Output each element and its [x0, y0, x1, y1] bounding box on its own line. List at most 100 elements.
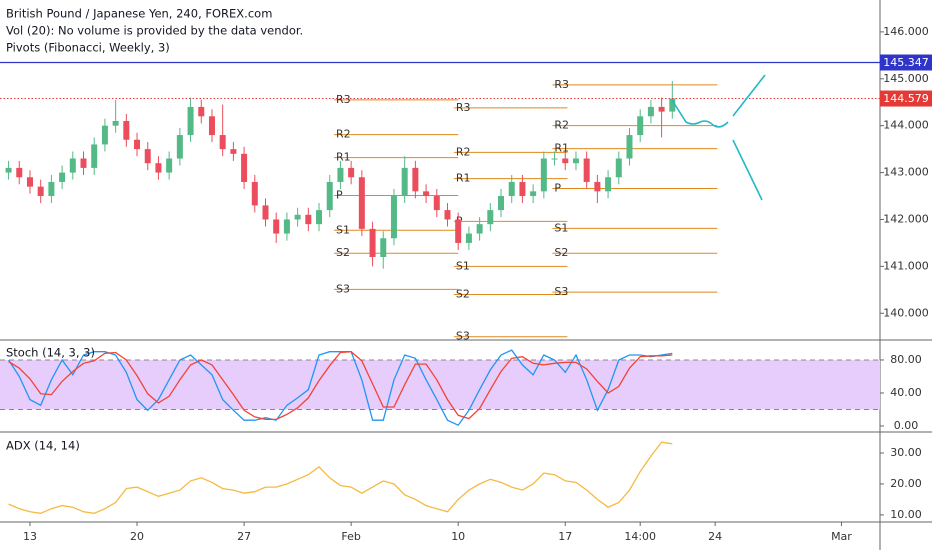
indicator-label: Stoch (14, 3, 3): [6, 346, 95, 360]
pivot-label: S3: [336, 282, 350, 295]
pivot-label: S1: [456, 259, 470, 272]
series-line: [8, 441, 673, 514]
candle-body: [5, 167, 12, 173]
x-tick-label: 14:00: [624, 530, 656, 543]
y-tick-label: 10.00: [890, 508, 922, 521]
candle-body: [615, 158, 622, 178]
candle-body: [316, 210, 323, 225]
candle-body: [251, 181, 258, 206]
candle-body: [358, 177, 365, 229]
x-tick-label: 24: [708, 530, 722, 543]
candle-body: [605, 177, 612, 192]
y-tick-label: 144.000: [883, 119, 929, 132]
price-label-box: [880, 90, 932, 107]
y-tick-label: 145.000: [883, 72, 929, 85]
candle-body: [155, 163, 162, 173]
price-label: 144.579: [883, 92, 929, 105]
candle-body: [562, 158, 569, 164]
candle-body: [669, 98, 676, 112]
candle-body: [487, 210, 494, 225]
y-tick-label: 80.00: [890, 353, 922, 366]
candle-body: [273, 219, 280, 234]
pivot-label: S3: [456, 330, 470, 343]
y-tick-label: 143.000: [883, 166, 929, 179]
candle-body: [455, 219, 462, 243]
y-tick-label: 146.000: [883, 25, 929, 38]
candle-body: [176, 135, 183, 159]
candle-body: [166, 158, 173, 173]
candle-body: [583, 158, 590, 182]
candle-body: [262, 205, 269, 220]
candle-body: [551, 158, 558, 160]
price-label: 145.347: [883, 56, 929, 69]
candle-body: [326, 181, 333, 211]
pivot-label: R1: [336, 151, 351, 164]
candle-body: [241, 153, 248, 182]
candle-body: [101, 125, 108, 145]
candle-body: [112, 120, 119, 126]
candle-body: [594, 181, 601, 192]
y-tick-label: 20.00: [890, 477, 922, 490]
x-tick-label: 27: [237, 530, 251, 543]
x-tick-label: 20: [130, 530, 144, 543]
candle-body: [208, 116, 215, 136]
indicator-label: Pivots (Fibonacci, Weekly, 3): [6, 41, 170, 55]
x-tick-label: 10: [451, 530, 465, 543]
x-tick-label: Mar: [831, 530, 852, 543]
pivot-label: R3: [336, 93, 351, 106]
candle-body: [626, 135, 633, 159]
candle-body: [48, 181, 55, 197]
candle-body: [508, 181, 515, 197]
candle-body: [144, 149, 151, 164]
pivot-label: S2: [336, 246, 350, 259]
pivot-label: S2: [554, 246, 568, 259]
candle-body: [658, 106, 665, 112]
pivot-label: R2: [336, 128, 351, 141]
candle-body: [37, 186, 44, 197]
candle-body: [16, 167, 23, 178]
pivot-label: R1: [456, 172, 471, 185]
pivot-label: S1: [336, 223, 350, 236]
pivot-label: R3: [554, 78, 569, 91]
price-label-box: [880, 54, 932, 71]
y-tick-label: 141.000: [883, 259, 929, 272]
candle-body: [390, 196, 397, 239]
candle-body: [80, 158, 87, 168]
indicator-label: Vol (20): No volume is provided by the d…: [6, 24, 303, 38]
indicator-label: ADX (14, 14): [6, 439, 80, 453]
candle-body: [637, 116, 644, 136]
candle-body: [369, 228, 376, 257]
chart-title: British Pound / Japanese Yen, 240, FOREX…: [6, 7, 272, 21]
candle-body: [305, 214, 312, 225]
candle-body: [59, 172, 66, 182]
pivot-label: S3: [554, 285, 568, 298]
candle-body: [380, 238, 387, 257]
candle-body: [465, 233, 472, 243]
pivot-label: S2: [456, 288, 470, 301]
pivot-label: S1: [554, 221, 568, 234]
pivot-label: P: [554, 182, 561, 195]
candle-body: [26, 177, 33, 187]
candle-body: [572, 158, 579, 164]
candle-body: [91, 144, 98, 168]
y-tick-label: 140.000: [883, 306, 929, 319]
candle-body: [134, 139, 141, 150]
series-line: [8, 349, 673, 427]
candle-body: [123, 120, 130, 140]
candle-body: [198, 106, 205, 117]
candle-body: [412, 167, 419, 192]
series-line: [8, 351, 673, 421]
candle-body: [519, 181, 526, 197]
candle-body: [348, 167, 355, 178]
candle-body: [540, 158, 547, 192]
candle-body: [283, 219, 290, 234]
y-tick-label: 30.00: [890, 446, 922, 459]
candle-body: [476, 224, 483, 234]
pivot-label: R3: [456, 101, 471, 114]
y-tick-label: 40.00: [890, 386, 922, 399]
candle-body: [530, 191, 537, 197]
plot-layer: 140.000 141.000 142.000 143.000 144.000 145.0…: [0, 25, 932, 543]
